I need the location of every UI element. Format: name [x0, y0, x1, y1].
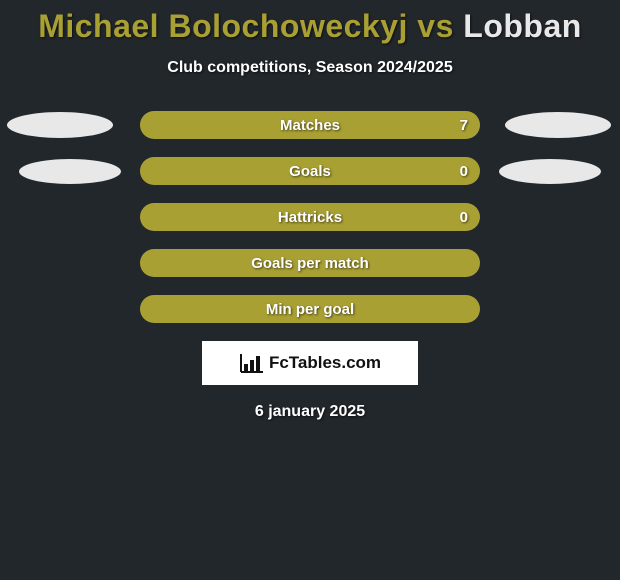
stat-bar: Goals per match [140, 249, 480, 277]
comparison-card: Michael Bolochoweckyj vs Lobban Club com… [0, 0, 620, 421]
stat-row: Goals 0 [0, 157, 620, 185]
stat-value: 7 [460, 117, 468, 134]
stat-bar: Matches 7 [140, 111, 480, 139]
stat-row: Matches 7 [0, 111, 620, 139]
stat-label: Goals [289, 163, 331, 180]
vs-text: vs [408, 8, 463, 44]
player2-ellipse [499, 159, 601, 184]
logo-text: FcTables.com [269, 353, 381, 373]
logo-box[interactable]: FcTables.com [202, 341, 418, 385]
page-title: Michael Bolochoweckyj vs Lobban [0, 8, 620, 45]
subtitle: Club competitions, Season 2024/2025 [0, 59, 620, 77]
stat-bar: Min per goal [140, 295, 480, 323]
stat-label: Min per goal [266, 301, 354, 318]
barchart-icon [239, 352, 265, 374]
stat-row: Min per goal [0, 295, 620, 323]
stat-bar: Goals 0 [140, 157, 480, 185]
stat-rows: Matches 7 Goals 0 Hattricks 0 Goals per match M… [0, 111, 620, 323]
stat-label: Goals per match [251, 255, 369, 272]
stat-row: Goals per match [0, 249, 620, 277]
player1-name: Michael Bolochoweckyj [38, 8, 408, 44]
stat-label: Matches [280, 117, 340, 134]
stat-value: 0 [460, 163, 468, 180]
player1-ellipse [7, 112, 113, 138]
player2-ellipse [505, 112, 611, 138]
stat-value: 0 [460, 209, 468, 226]
player2-name: Lobban [463, 8, 582, 44]
stat-label: Hattricks [278, 209, 342, 226]
player1-ellipse [19, 159, 121, 184]
stat-bar: Hattricks 0 [140, 203, 480, 231]
stat-row: Hattricks 0 [0, 203, 620, 231]
logo: FcTables.com [239, 352, 381, 374]
date-label: 6 january 2025 [0, 403, 620, 421]
